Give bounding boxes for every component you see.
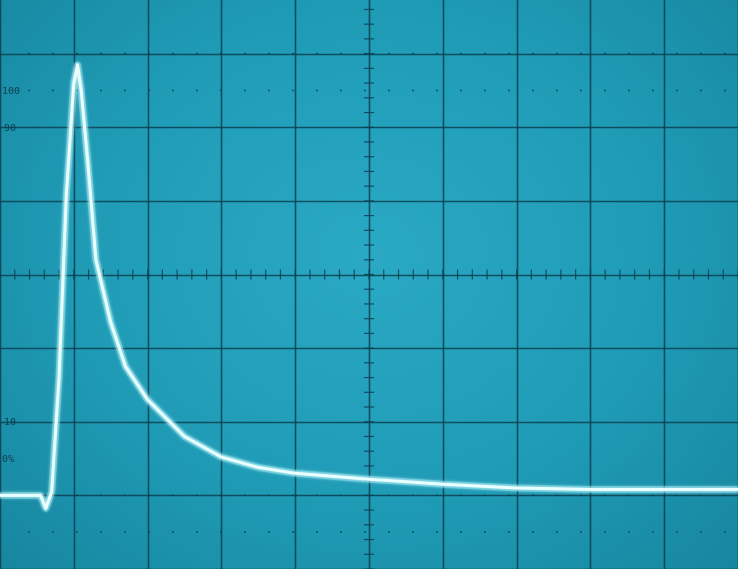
trace-point [65,192,68,195]
trace-point [294,472,297,475]
trace-point [589,488,592,491]
trace-point [220,455,223,459]
trace-point [183,435,186,438]
trace-point [0,494,2,497]
label-10: 10 [4,417,16,428]
trace-point [87,170,90,173]
trace-point [257,466,260,469]
label-90: 90 [4,123,16,134]
trace-point [44,507,47,510]
graticule-labels: 100 90 10 0% [2,86,20,465]
trace-point [441,483,444,486]
trace-point [72,81,76,85]
trace-layer [0,61,738,513]
trace-point [663,488,666,491]
trace-point [515,486,518,490]
label-0-percent: 0% [2,454,14,465]
trace-point [109,321,112,324]
trace-point [76,63,79,66]
label-100: 100 [2,86,20,97]
trace-point [94,258,98,261]
trace-point [39,494,42,497]
trace-point [50,490,53,493]
trace-point [367,477,371,481]
trace-point [124,365,127,368]
trace-point [28,494,31,497]
trace-point [146,398,149,401]
trace-point [57,376,61,379]
trace-point [79,89,83,92]
